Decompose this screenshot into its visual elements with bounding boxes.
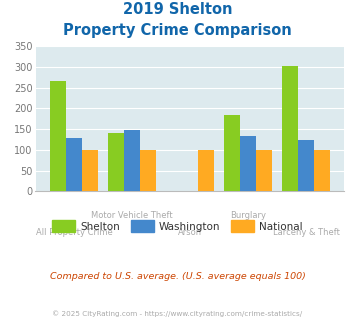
Bar bbox=[256, 150, 272, 191]
Bar bbox=[198, 150, 214, 191]
Text: Compared to U.S. average. (U.S. average equals 100): Compared to U.S. average. (U.S. average … bbox=[50, 272, 305, 281]
Bar bbox=[108, 133, 124, 191]
Text: Property Crime Comparison: Property Crime Comparison bbox=[63, 23, 292, 38]
Text: Motor Vehicle Theft: Motor Vehicle Theft bbox=[91, 211, 173, 220]
Bar bbox=[314, 150, 330, 191]
Bar bbox=[224, 115, 240, 191]
Bar bbox=[240, 136, 256, 191]
Bar bbox=[124, 130, 140, 191]
Bar bbox=[66, 138, 82, 191]
Text: Arson: Arson bbox=[178, 227, 202, 237]
Legend: Shelton, Washington, National: Shelton, Washington, National bbox=[48, 216, 307, 236]
Text: Larceny & Theft: Larceny & Theft bbox=[273, 227, 339, 237]
Bar bbox=[82, 150, 98, 191]
Text: Burglary: Burglary bbox=[230, 211, 266, 220]
Bar bbox=[282, 66, 298, 191]
Bar bbox=[50, 81, 66, 191]
Text: All Property Crime: All Property Crime bbox=[36, 227, 112, 237]
Text: 2019 Shelton: 2019 Shelton bbox=[123, 2, 232, 16]
Text: © 2025 CityRating.com - https://www.cityrating.com/crime-statistics/: © 2025 CityRating.com - https://www.city… bbox=[53, 310, 302, 317]
Bar bbox=[298, 140, 314, 191]
Bar bbox=[140, 150, 156, 191]
